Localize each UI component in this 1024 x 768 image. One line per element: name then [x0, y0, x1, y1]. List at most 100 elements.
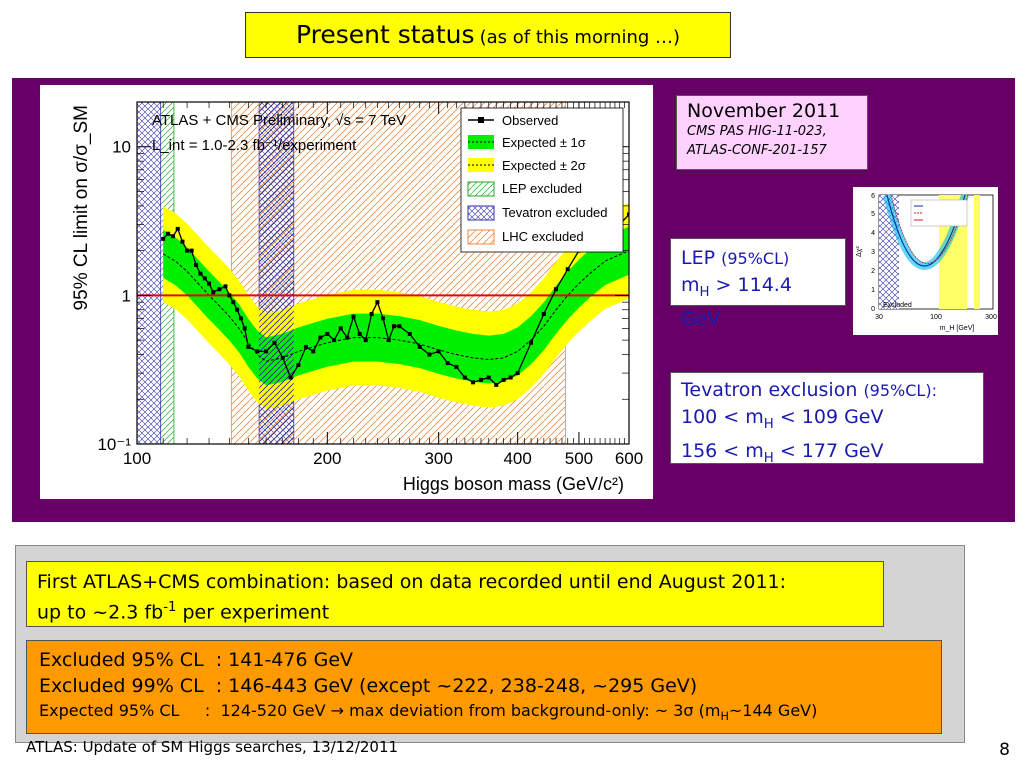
lep-box: LEP (95%CL) mH > 114.4 GeV: [670, 238, 846, 330]
november-ref-atlas: ATLAS-CONF-201-157: [687, 143, 827, 158]
tevatron-range-2-sub: H: [763, 450, 774, 466]
observed-point: [462, 375, 467, 380]
legend-item-observed: Observed: [468, 113, 558, 128]
observed-point: [381, 316, 386, 321]
lep-thumbnail-svg: Excluded 30 100 300 m_H [GeV] 0 1 2 3 4 …: [856, 193, 997, 332]
observed-point: [280, 355, 285, 360]
observed-point: [175, 226, 180, 231]
observed-point: [363, 338, 368, 343]
tevatron-title-sub: (95%CL):: [863, 381, 937, 400]
lep-thumb-ytick: 3: [871, 249, 875, 256]
lep-thumb-xtick: 300: [985, 314, 997, 321]
lep-title-main: LEP: [681, 247, 716, 269]
plot-luminosity: L_int = 1.0-2.3 fb⁻¹/experiment: [152, 137, 357, 154]
observed-point: [223, 284, 228, 289]
observed-point: [338, 326, 343, 331]
observed-point: [508, 375, 513, 380]
observed-point: [288, 375, 293, 380]
y-axis-label: 95% CL limit on σ/σ_SM: [71, 105, 92, 310]
observed-point: [494, 382, 499, 387]
observed-point: [272, 340, 277, 345]
observed-point: [417, 344, 422, 349]
legend-label-tevatron: Tevatron excluded: [502, 205, 608, 220]
combination-line-2-sup: -1: [163, 600, 177, 615]
tevatron-title-main: Tevatron exclusion: [681, 379, 858, 401]
observed-point: [369, 311, 374, 316]
lep-limit-sub: H: [699, 284, 710, 300]
observed-point: [235, 307, 240, 312]
observed-point: [227, 293, 232, 298]
lep-thumb-ytick: 6: [871, 193, 875, 200]
chart-svg: 100 200 300 400 500 600 10⁻¹ 1 10 Observed Expec…: [71, 101, 643, 494]
lep-limit-post: > 114.4 GeV: [681, 274, 792, 330]
lep-thumb-ytick: 0: [871, 306, 875, 313]
lep-thumb-ytick: 2: [871, 268, 875, 275]
observed-point: [375, 300, 380, 305]
plot-title: ATLAS + CMS Preliminary, √s = 7 TeV: [152, 112, 406, 129]
lep-thumbnail-plot: Excluded 30 100 300 m_H [GeV] 0 1 2 3 4 …: [853, 187, 998, 335]
observed-point: [194, 263, 199, 268]
result-expected-95-pre: Expected 95% CL : 124-520 GeV → max devi…: [39, 701, 721, 720]
result-expected-95: Expected 95% CL : 124-520 GeV → max devi…: [39, 699, 929, 729]
observed-point: [486, 375, 491, 380]
plot-frame-border: [136, 101, 630, 445]
x-tick-label: 500: [565, 449, 593, 468]
x-tick-label: 100: [123, 449, 151, 468]
higgs-limit-chart: 100 200 300 400 500 600 10⁻¹ 1 10 Observed Expec…: [40, 85, 653, 499]
observed-point: [529, 340, 534, 345]
title-subtitle: (as of this morning …): [479, 27, 681, 48]
observed-point: [180, 239, 185, 244]
observed-point: [311, 349, 316, 354]
observed-point: [554, 287, 559, 292]
lep-thumb-excluded: Excluded: [883, 302, 912, 309]
combination-line-2-pre: up to ~2.3 fb: [37, 601, 164, 624]
combination-line-1: First ATLAS+CMS combination: based on da…: [37, 571, 787, 593]
lep-thumb-xtick: 30: [875, 314, 883, 321]
lep-limit: mH > 114.4 GeV: [681, 272, 835, 332]
observed-point: [386, 338, 391, 343]
lep-thumb-ytick: 5: [871, 211, 875, 218]
tevatron-range-1-pre: 100 < m: [681, 406, 764, 428]
legend-box: [460, 107, 624, 253]
observed-point: [207, 281, 212, 286]
observed-point: [217, 287, 222, 292]
tevatron-range-2-pre: 156 < m: [681, 439, 764, 462]
page-number: 8: [999, 740, 1010, 760]
lep-thumb-xlabel: m_H [GeV]: [940, 325, 975, 332]
tevatron-excluded-region: [137, 102, 162, 444]
slide-title: Present status (as of this morning …): [245, 12, 731, 58]
results-box: Excluded 95% CL : 141-476 GeV Excluded 9…: [26, 640, 942, 734]
observed-point: [198, 271, 203, 276]
observed-point: [325, 331, 330, 336]
november-ref-cms: CMS PAS HIG-11-023,: [687, 124, 827, 139]
result-expected-95-post: ~144 GeV): [728, 701, 818, 720]
observed-point: [392, 324, 397, 329]
observed-point: [541, 311, 546, 316]
observed-point: [166, 231, 171, 236]
observed-point: [407, 331, 412, 336]
observed-point: [211, 290, 216, 295]
lep-limit-pre: m: [681, 274, 700, 296]
lep-thumb-ytick: 1: [871, 287, 875, 294]
observed-point: [478, 377, 483, 382]
observed-point: [231, 300, 236, 305]
x-tick-label: 600: [615, 449, 643, 468]
legend-label-observed: Observed: [502, 113, 558, 128]
observed-point: [351, 314, 356, 319]
tevatron-range-1: 100 < mH < 109 GeV: [681, 404, 973, 438]
observed-point: [264, 349, 269, 354]
legend-item-expected-1sigma: Expected ± 1σ: [468, 135, 586, 150]
legend-label-lep: LEP excluded: [502, 181, 582, 196]
legend-item-lep: LEP excluded: [467, 181, 582, 197]
observed-point: [345, 335, 350, 340]
observed-point: [246, 344, 251, 349]
x-tick-label: 300: [424, 449, 452, 468]
observed-point: [515, 371, 520, 376]
observed-point: [202, 276, 207, 281]
combination-line-2: up to ~2.3 fb-1 per experiment: [37, 595, 873, 625]
legend-label-lhc: LHC excluded: [502, 229, 584, 244]
lep-thumb-xtick: 100: [930, 314, 942, 321]
combination-box: First ATLAS+CMS combination: based on da…: [26, 561, 884, 627]
tevatron-title: Tevatron exclusion (95%CL):: [681, 377, 973, 404]
observed-point: [397, 324, 402, 329]
